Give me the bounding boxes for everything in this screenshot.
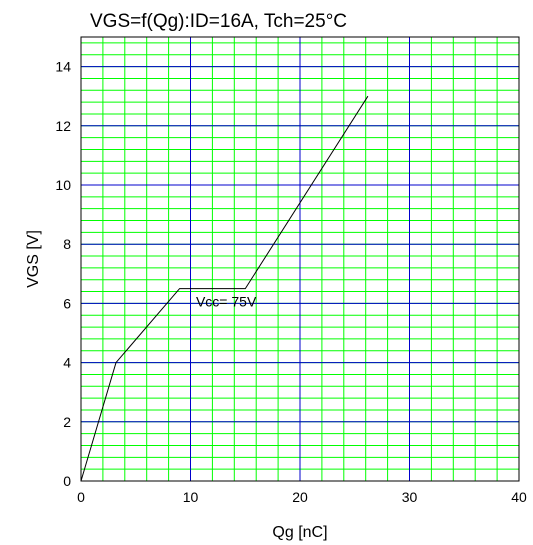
x-tick-label: 20 <box>292 489 308 505</box>
x-tick-label: 40 <box>511 489 527 505</box>
y-tick-label: 8 <box>63 236 71 252</box>
x-tick-label: 30 <box>402 489 418 505</box>
annotation-layer: Vcc= 75V <box>196 293 257 309</box>
series-layer <box>80 95 369 482</box>
plot-frame <box>80 36 520 482</box>
chart-title: VGS=f(Qg):ID=16A, Tch=25°C <box>90 11 347 32</box>
y-tick-label: 6 <box>63 295 71 311</box>
x-tick-label: 0 <box>77 489 85 505</box>
x-tick-label: 10 <box>183 489 199 505</box>
y-tick-labels: 0 2 4 6 8 10 12 14 <box>55 59 71 489</box>
y-tick-label: 2 <box>63 414 71 430</box>
x-tick-labels: 0 10 20 30 40 <box>77 489 527 505</box>
series-line <box>80 95 369 482</box>
vcc-annotation: Vcc= 75V <box>196 293 257 309</box>
major-grid <box>81 37 519 481</box>
y-tick-label: 0 <box>63 473 71 489</box>
y-tick-label: 14 <box>55 59 71 75</box>
x-axis-label: Qg [nC] <box>272 524 327 541</box>
y-tick-label: 12 <box>55 118 71 134</box>
y-axis-label: VGS [V] <box>25 230 42 288</box>
y-tick-label: 10 <box>55 177 71 193</box>
y-tick-label: 4 <box>63 355 71 371</box>
